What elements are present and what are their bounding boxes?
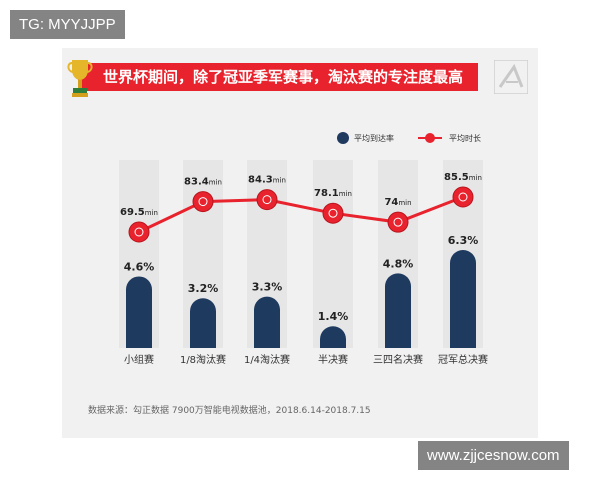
x-tick-label: 三四名决赛 bbox=[373, 353, 423, 366]
series-line bbox=[138, 195, 464, 234]
bar bbox=[126, 276, 152, 348]
legend-line-label: 平均时长 bbox=[449, 133, 481, 143]
line-point bbox=[128, 221, 150, 243]
x-tick-label: 半决赛 bbox=[318, 353, 348, 366]
line-point-inner bbox=[393, 217, 403, 227]
line-point-inner bbox=[458, 192, 468, 202]
bar-value-label: 4.6% bbox=[124, 260, 155, 273]
bar-value-label: 6.3% bbox=[448, 234, 479, 247]
x-tick-label: 1/4淘汰赛 bbox=[244, 353, 290, 366]
x-tick-label: 1/8淘汰赛 bbox=[180, 353, 226, 366]
bar-value-label: 3.3% bbox=[252, 281, 283, 294]
line-value-label: 83.4min bbox=[184, 177, 222, 188]
trophy-icon bbox=[67, 60, 93, 97]
legend-bar-swatch bbox=[337, 132, 349, 144]
x-tick-label: 小组赛 bbox=[124, 353, 154, 366]
line-point bbox=[387, 211, 409, 233]
watermark-bottom-right: www.zjjcesnow.com bbox=[418, 441, 569, 470]
line-value-label: 78.1min bbox=[314, 188, 352, 199]
line-value-label: 84.3min bbox=[248, 175, 286, 186]
line-point bbox=[256, 189, 278, 211]
bar bbox=[450, 250, 476, 348]
x-tick-label: 冠军总决赛 bbox=[438, 353, 488, 366]
bar bbox=[320, 326, 346, 348]
line-point bbox=[452, 186, 474, 208]
bar bbox=[190, 298, 216, 348]
line-point bbox=[322, 202, 344, 224]
line-point-inner bbox=[328, 208, 338, 218]
bar-value-label: 4.8% bbox=[383, 257, 414, 270]
bar bbox=[254, 296, 280, 348]
line-value-label: 85.5min bbox=[444, 172, 482, 183]
column-background bbox=[313, 160, 353, 348]
line-value-label: 74min bbox=[384, 197, 411, 208]
line-point-inner bbox=[198, 197, 208, 207]
chart-title: 世界杯期间，除了冠亚季军赛事，淘汰赛的专注度最高 bbox=[78, 63, 478, 91]
source-note: 数据来源：勾正数据 7900万智能电视数据池，2018.6.14-2018.7.… bbox=[88, 406, 371, 416]
line-point-inner bbox=[262, 195, 272, 205]
line-point-inner bbox=[134, 227, 144, 237]
bar bbox=[385, 273, 411, 348]
corner-logo-icon bbox=[494, 60, 528, 94]
line-point bbox=[192, 191, 214, 213]
bar-value-label: 1.4% bbox=[318, 310, 349, 323]
watermark-top-left: TG: MYYJJPP bbox=[10, 10, 125, 39]
bar-value-label: 3.2% bbox=[188, 282, 219, 295]
line-value-label: 69.5min bbox=[120, 207, 158, 218]
legend-bar-label: 平均到达率 bbox=[354, 133, 394, 143]
legend-line-marker bbox=[425, 133, 435, 143]
